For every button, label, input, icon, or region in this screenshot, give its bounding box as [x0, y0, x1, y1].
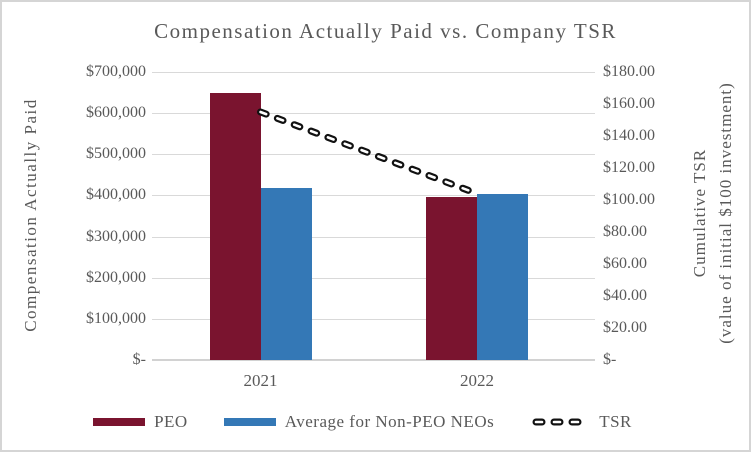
- legend-label: Average for Non-PEO NEOs: [284, 412, 495, 431]
- bar-non-peo-2022: [476, 193, 528, 360]
- right-axis-tick: $40.00: [603, 287, 647, 304]
- gridline: [152, 236, 595, 238]
- x-axis-label-2022: 2022: [459, 371, 494, 390]
- right-axis-tick: $160.00: [603, 95, 655, 112]
- left-axis-title: Compensation Actually Paid: [21, 98, 40, 332]
- right-axis-title-line2: (value of initial $100 investment): [716, 82, 735, 344]
- right-axis-tick: $20.00: [603, 319, 647, 336]
- gridline: [152, 277, 595, 279]
- right-axis-tick: $100.00: [603, 191, 655, 208]
- legend-label: PEO: [154, 412, 188, 431]
- legend-label: TSR: [599, 412, 632, 431]
- left-axis-tick: $400,000: [86, 186, 146, 204]
- chart-title: Compensation Actually Paid vs. Company T…: [154, 19, 617, 43]
- legend-item-tsr: TSR: [530, 412, 632, 432]
- right-axis-tick: $80.00: [603, 223, 647, 240]
- right-axis-tick: $180.00: [603, 63, 655, 80]
- chart-legend: PEO Average for Non-PEO NEOs TSR: [0, 408, 725, 436]
- left-axis-tick: $-: [132, 351, 146, 368]
- bar-peo-2022: [425, 197, 477, 360]
- left-axis-tick: $700,000: [86, 63, 146, 80]
- gridline: [152, 195, 595, 197]
- left-axis-tick: $300,000: [86, 227, 146, 245]
- gridline: [152, 154, 595, 156]
- legend-swatch-non_peo: [223, 418, 276, 426]
- left-axis-tick: $200,000: [86, 268, 146, 286]
- bar-non-peo-2021: [260, 188, 312, 360]
- gridline: [152, 113, 595, 115]
- right-axis-tick: $60.00: [603, 255, 647, 272]
- right-axis-tick: $-: [603, 351, 617, 368]
- gridline: [152, 318, 595, 320]
- left-axis-tick: $100,000: [86, 309, 146, 327]
- right-axis-tick: $120.00: [603, 159, 655, 176]
- x-axis-line: [152, 359, 595, 361]
- x-axis-label-2021: 2021: [243, 371, 278, 390]
- tsr-line: [257, 108, 481, 198]
- legend-item-peo: PEO: [93, 412, 188, 432]
- bar-peo-2021: [209, 93, 261, 360]
- right-axis-tick: $140.00: [603, 127, 655, 144]
- legend-swatch-peo: [93, 418, 146, 426]
- gridline: [152, 72, 595, 73]
- left-axis-tick: $500,000: [86, 145, 146, 163]
- legend-item-average-for-non-peo-neos: Average for Non-PEO NEOs: [223, 412, 495, 432]
- legend-dashed-line-icon: [532, 418, 588, 426]
- left-axis-tick: $600,000: [86, 104, 146, 122]
